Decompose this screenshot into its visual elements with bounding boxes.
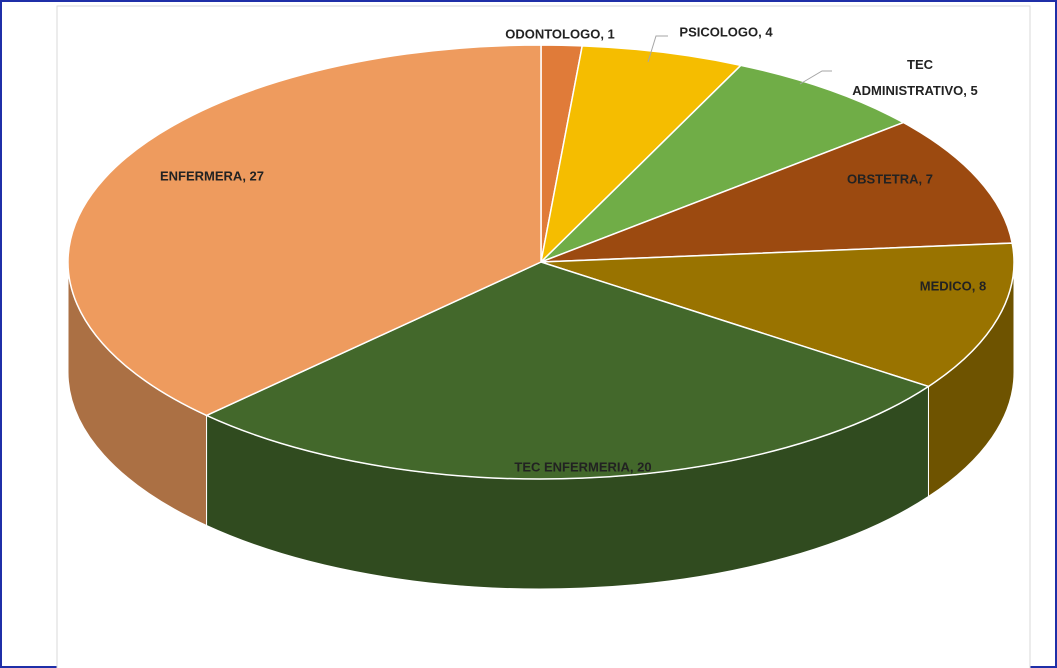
- leader-line: [647, 35, 668, 63]
- data-label: TEC ADMINISTRATIVO, 5: [852, 57, 977, 98]
- label-line: TEC: [907, 57, 934, 72]
- data-label: ENFERMERA, 27: [160, 168, 264, 183]
- leader-lines: [647, 35, 832, 85]
- data-labels: ODONTOLOGO, 1 PSICOLOGO, 4 TEC ADMINISTRATI…: [160, 24, 986, 474]
- slice: [540, 242, 1015, 388]
- slice: [204, 261, 931, 480]
- slice: [539, 45, 743, 265]
- data-label: ODONTOLOGO, 1: [505, 26, 615, 41]
- slice: [540, 64, 906, 263]
- pie-tops: [67, 44, 1015, 480]
- leader-line: [799, 70, 832, 85]
- data-label: OBSTETRA, 7: [847, 171, 933, 186]
- label-line: ADMINISTRATIVO, 5: [852, 83, 977, 98]
- data-label: TEC ENFERMERIA, 20: [514, 459, 651, 474]
- slice: [67, 44, 542, 417]
- slice: [540, 121, 1014, 263]
- data-label: MEDICO, 8: [920, 278, 986, 293]
- data-label: PSICOLOGO, 4: [679, 24, 773, 39]
